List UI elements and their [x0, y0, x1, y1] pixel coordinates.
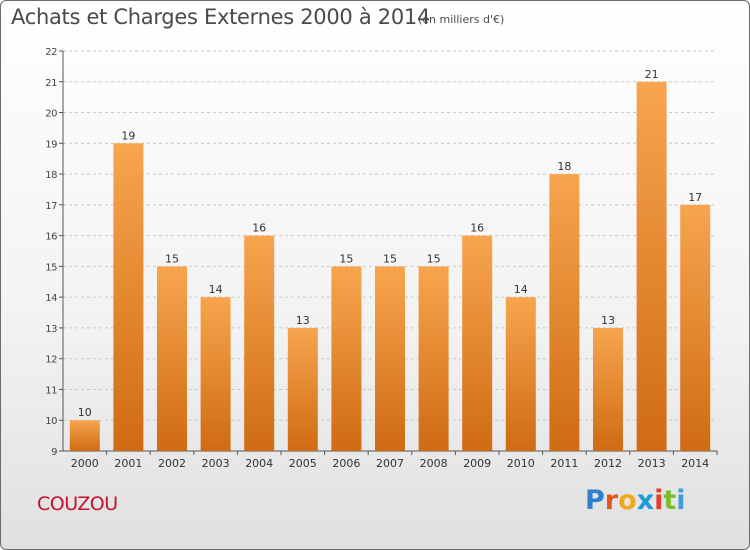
logo-letter: i — [676, 485, 686, 516]
data-labels: 10 19 15 14 16 13 15 15 15 16 14 18 13 21 17 — [78, 68, 702, 419]
data-label: 10 — [78, 406, 92, 419]
y-tick-label: 20 — [45, 109, 57, 120]
bar-2000 — [69, 420, 100, 451]
logo-letter: x — [636, 485, 655, 516]
y-tick-label: 18 — [45, 170, 57, 181]
x-tick-label: 2000 — [71, 457, 99, 470]
data-label: 14 — [209, 283, 223, 296]
bar-2003 — [200, 297, 231, 451]
bars — [69, 81, 711, 452]
x-tick-label: 2014 — [681, 457, 709, 470]
logo-letter: r — [604, 485, 619, 516]
bar-2014 — [680, 204, 711, 451]
x-tick-label: 2010 — [507, 457, 535, 470]
bar-2001 — [113, 143, 144, 452]
data-label: 13 — [296, 314, 310, 327]
y-tick-label: 12 — [45, 355, 57, 366]
x-tick-label: 2012 — [594, 457, 622, 470]
logo-letter: t — [663, 485, 677, 516]
y-tick-label: 14 — [45, 293, 57, 304]
bar-2009 — [462, 235, 493, 451]
location-name: COUZOU — [37, 493, 118, 515]
y-tick-label: 21 — [45, 78, 57, 89]
bar-2011 — [549, 174, 580, 452]
y-tick-label: 13 — [45, 324, 57, 335]
logo-letter: i — [654, 485, 664, 516]
proxiti-logo[interactable]: Proxiti — [585, 485, 686, 516]
x-tick-label: 2006 — [332, 457, 360, 470]
bar-2002 — [157, 266, 187, 451]
y-tick-label: 22 — [45, 47, 57, 58]
x-tick-label: 2005 — [289, 457, 317, 470]
data-label: 18 — [557, 160, 571, 173]
bar-2007 — [375, 266, 405, 451]
chart-title: Achats et Charges Externes 2000 à 2014 — [11, 5, 431, 29]
chart-subtitle: (en milliers d'€) — [418, 13, 505, 26]
x-tick-label: 2013 — [638, 457, 666, 470]
x-tick-label: 2007 — [376, 457, 404, 470]
y-tick-label: 10 — [45, 416, 57, 427]
y-tick-label: 17 — [45, 201, 57, 212]
data-label: 16 — [470, 222, 484, 235]
bar-2008 — [418, 266, 449, 451]
bar-2010 — [505, 297, 536, 451]
bar-2013 — [636, 81, 667, 452]
y-tick-label: 9 — [51, 447, 57, 458]
bar-2005 — [287, 327, 318, 451]
x-tick-label: 2011 — [550, 457, 578, 470]
data-label: 21 — [645, 68, 659, 81]
data-label: 15 — [339, 252, 353, 265]
bar-2006 — [331, 266, 362, 451]
x-tick-label: 2008 — [420, 457, 448, 470]
data-label: 15 — [383, 252, 397, 265]
data-label: 16 — [252, 222, 266, 235]
x-tick-label: 2002 — [158, 457, 186, 470]
data-label: 17 — [688, 191, 702, 204]
x-tick-label: 2001 — [114, 457, 142, 470]
y-tick-label: 16 — [45, 232, 57, 243]
y-tick-label: 11 — [45, 385, 57, 396]
data-label: 14 — [514, 283, 528, 296]
y-tick-label: 19 — [45, 139, 57, 150]
y-tick-label: 15 — [45, 262, 57, 273]
data-label: 15 — [165, 252, 179, 265]
x-tick-label: 2004 — [245, 457, 273, 470]
bar-2012 — [593, 327, 623, 451]
x-tick-label: 2009 — [463, 457, 491, 470]
data-label: 15 — [427, 252, 441, 265]
x-tick-label: 2003 — [202, 457, 230, 470]
data-label: 13 — [601, 314, 615, 327]
bar-2004 — [244, 235, 275, 451]
logo-letter: o — [618, 485, 637, 516]
logo-letter: P — [585, 485, 605, 516]
data-label: 19 — [121, 129, 135, 142]
